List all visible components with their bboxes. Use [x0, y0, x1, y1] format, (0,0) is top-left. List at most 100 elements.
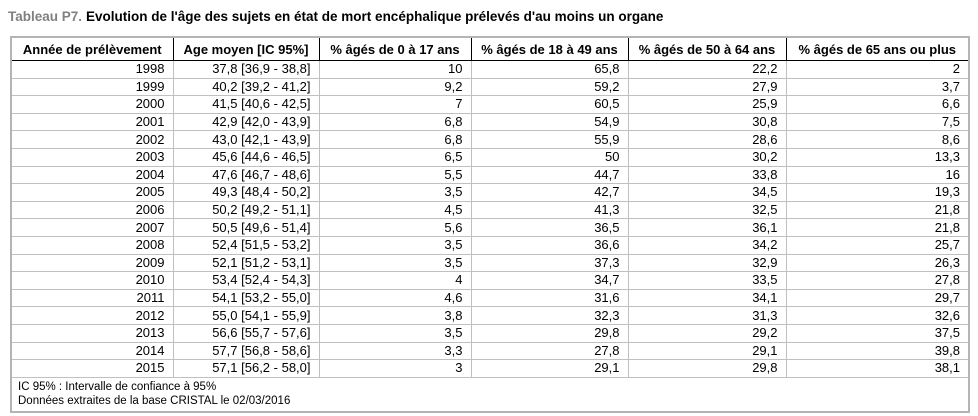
cell-pct-0-17: 3,8 — [318, 306, 472, 325]
table-row: 2012 55,0 [54,1 - 55,9] 3,8 32,3 31,3 32,6 — [10, 306, 970, 325]
cell-annee: 2004 — [10, 165, 174, 185]
cell-annee: 2011 — [10, 288, 174, 308]
cell-pct-65-plus: 37,5 — [785, 323, 970, 343]
cell-age-moyen: 50,5 [49,6 - 51,4] — [172, 218, 320, 237]
cell-age-moyen: 52,4 [51,5 - 53,2] — [172, 235, 320, 255]
cell-annee: 2006 — [10, 200, 174, 220]
table-row: 2001 42,9 [42,0 - 43,9] 6,8 54,9 30,8 7,5 — [10, 112, 970, 132]
cell-annee: 1999 — [10, 77, 174, 97]
cell-annee: 2015 — [10, 359, 174, 378]
cell-pct-65-plus: 39,8 — [785, 341, 970, 361]
cell-age-moyen: 42,9 [42,0 - 43,9] — [172, 112, 320, 132]
cell-pct-50-64: 33,8 — [627, 165, 787, 185]
table-row: 2010 53,4 [52,4 - 54,3] 4 34,7 33,5 27,8 — [10, 271, 970, 290]
cell-pct-0-17: 3,5 — [318, 253, 472, 273]
cell-pct-50-64: 33,5 — [627, 271, 787, 290]
cell-pct-65-plus: 19,3 — [785, 183, 970, 202]
cell-age-moyen: 47,6 [46,7 - 48,6] — [172, 165, 320, 185]
cell-pct-0-17: 5,6 — [318, 218, 472, 237]
cell-pct-50-64: 28,6 — [627, 130, 787, 149]
cell-pct-18-49: 54,9 — [470, 112, 629, 132]
cell-annee: 2003 — [10, 147, 174, 167]
cell-annee: 2013 — [10, 323, 174, 343]
cell-pct-18-49: 41,3 — [470, 200, 629, 220]
table-title-prefix: Tableau P7. — [8, 9, 83, 24]
table-row: 2000 41,5 [40,6 - 42,5] 7 60,5 25,9 6,6 — [10, 95, 970, 114]
cell-annee: 2008 — [10, 235, 174, 255]
cell-age-moyen: 56,6 [55,7 - 57,6] — [172, 323, 320, 343]
cell-pct-18-49: 59,2 — [470, 77, 629, 97]
cell-pct-65-plus: 27,8 — [785, 271, 970, 290]
column-header-pct-0-17: % âgés de 0 à 17 ans — [318, 36, 472, 61]
cell-age-moyen: 49,3 [48,4 - 50,2] — [172, 183, 320, 202]
cell-pct-50-64: 29,2 — [627, 323, 787, 343]
cell-pct-50-64: 25,9 — [627, 95, 787, 114]
cell-age-moyen: 50,2 [49,2 - 51,1] — [172, 200, 320, 220]
cell-pct-18-49: 31,6 — [470, 288, 629, 308]
cell-pct-50-64: 32,5 — [627, 200, 787, 220]
cell-age-moyen: 55,0 [54,1 - 55,9] — [172, 306, 320, 325]
cell-pct-65-plus: 2 — [785, 60, 970, 79]
cell-pct-0-17: 3,5 — [318, 235, 472, 255]
cell-pct-18-49: 65,8 — [470, 60, 629, 79]
cell-annee: 2002 — [10, 130, 174, 149]
cell-pct-65-plus: 32,6 — [785, 306, 970, 325]
table-row: 2002 43,0 [42,1 - 43,9] 6,8 55,9 28,6 8,6 — [10, 130, 970, 149]
cell-annee: 2007 — [10, 218, 174, 237]
footnote-row: IC 95% : Intervalle de confiance à 95% D… — [10, 376, 970, 413]
cell-annee: 2012 — [10, 306, 174, 325]
table-body: 1998 37,8 [36,9 - 38,8] 10 65,8 22,2 2 1999 40,… — [10, 60, 970, 378]
table-row: 2003 45,6 [44,6 - 46,5] 6,5 50 30,2 13,3 — [10, 147, 970, 167]
table-title-text: Evolution de l'âge des sujets en état de… — [86, 9, 664, 24]
cell-pct-65-plus: 6,6 — [785, 95, 970, 114]
column-header-pct-18-49: % âgés de 18 à 49 ans — [470, 36, 629, 61]
cell-pct-65-plus: 3,7 — [785, 77, 970, 97]
cell-pct-18-49: 32,3 — [470, 306, 629, 325]
cell-annee: 2005 — [10, 183, 174, 202]
table-row: 2008 52,4 [51,5 - 53,2] 3,5 36,6 34,2 25,7 — [10, 235, 970, 255]
cell-age-moyen: 41,5 [40,6 - 42,5] — [172, 95, 320, 114]
table-row: 2006 50,2 [49,2 - 51,1] 4,5 41,3 32,5 21,8 — [10, 200, 970, 220]
cell-pct-18-49: 36,5 — [470, 218, 629, 237]
data-table: Année de prélèvement Age moyen [IC 95%]% … — [10, 36, 970, 413]
cell-pct-50-64: 34,1 — [627, 288, 787, 308]
table-row: 2004 47,6 [46,7 - 48,6] 5,5 44,7 33,8 16 — [10, 165, 970, 185]
cell-age-moyen: 40,2 [39,2 - 41,2] — [172, 77, 320, 97]
column-header-age-moyen: Age moyen [IC 95%] — [172, 36, 320, 61]
cell-pct-50-64: 30,2 — [627, 147, 787, 167]
cell-pct-50-64: 32,9 — [627, 253, 787, 273]
table-row: 2013 56,6 [55,7 - 57,6] 3,5 29,8 29,2 37,5 — [10, 323, 970, 343]
cell-pct-18-49: 29,8 — [470, 323, 629, 343]
cell-pct-50-64: 34,2 — [627, 235, 787, 255]
footnote-cell: IC 95% : Intervalle de confiance à 95% D… — [10, 376, 970, 413]
cell-pct-18-49: 37,3 — [470, 253, 629, 273]
cell-pct-50-64: 29,8 — [627, 359, 787, 378]
table-row: 2011 54,1 [53,2 - 55,0] 4,6 31,6 34,1 29,7 — [10, 288, 970, 308]
cell-annee: 2001 — [10, 112, 174, 132]
table-row: 2007 50,5 [49,6 - 51,4] 5,6 36,5 36,1 21,8 — [10, 218, 970, 237]
cell-pct-65-plus: 25,7 — [785, 235, 970, 255]
cell-pct-0-17: 4,5 — [318, 200, 472, 220]
cell-pct-50-64: 31,3 — [627, 306, 787, 325]
cell-pct-0-17: 9,2 — [318, 77, 472, 97]
cell-pct-18-49: 34,7 — [470, 271, 629, 290]
cell-annee: 2000 — [10, 95, 174, 114]
cell-age-moyen: 54,1 [53,2 - 55,0] — [172, 288, 320, 308]
cell-pct-0-17: 4,6 — [318, 288, 472, 308]
cell-pct-0-17: 3,3 — [318, 341, 472, 361]
cell-annee: 2014 — [10, 341, 174, 361]
cell-age-moyen: 45,6 [44,6 - 46,5] — [172, 147, 320, 167]
table-row: 2005 49,3 [48,4 - 50,2] 3,5 42,7 34,5 19,3 — [10, 183, 970, 202]
cell-pct-18-49: 60,5 — [470, 95, 629, 114]
cell-pct-65-plus: 38,1 — [785, 359, 970, 378]
cell-age-moyen: 52,1 [51,2 - 53,1] — [172, 253, 320, 273]
cell-pct-65-plus: 26,3 — [785, 253, 970, 273]
cell-pct-0-17: 3,5 — [318, 183, 472, 202]
footnote-ic95: IC 95% : Intervalle de confiance à 95% — [18, 380, 217, 393]
cell-pct-65-plus: 13,3 — [785, 147, 970, 167]
table-row: 2015 57,1 [56,2 - 58,0] 3 29,1 29,8 38,1 — [10, 359, 970, 378]
cell-pct-0-17: 10 — [318, 60, 472, 79]
cell-pct-50-64: 22,2 — [627, 60, 787, 79]
cell-pct-0-17: 6,5 — [318, 147, 472, 167]
cell-pct-0-17: 5,5 — [318, 165, 472, 185]
